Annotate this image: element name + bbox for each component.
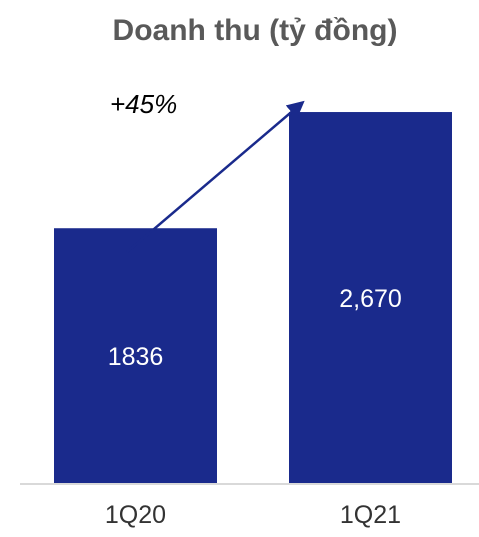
labels-layer: 1Q20 1Q21 [105, 501, 401, 529]
category-label: 1Q21 [340, 501, 401, 529]
growth-arrow [126, 100, 305, 253]
bar-value-label: 2,670 [339, 285, 402, 313]
bar-1q20 [54, 228, 217, 484]
bars-layer: 1836 2,670 [54, 112, 452, 484]
category-label: 1Q20 [105, 501, 166, 529]
bar-1q21 [289, 112, 452, 484]
chart-title: Doanh thu (tỷ đồng) [113, 14, 398, 47]
bar-value-label: 1836 [108, 343, 164, 371]
growth-label: +45% [110, 89, 177, 119]
